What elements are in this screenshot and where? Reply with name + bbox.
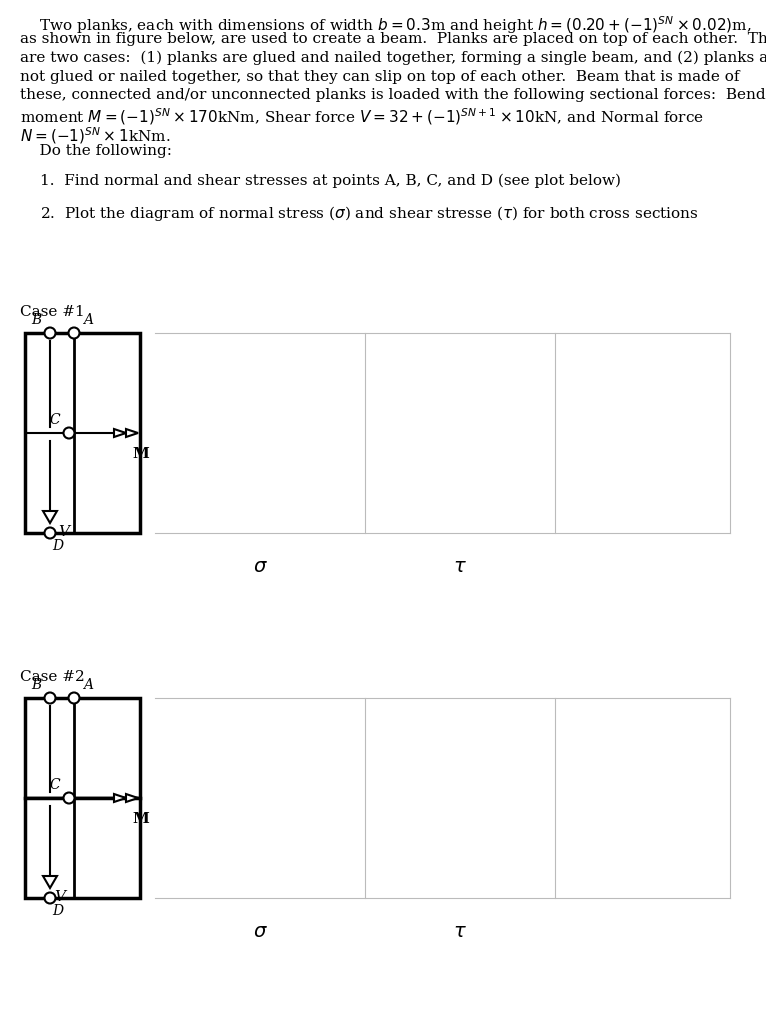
Polygon shape	[126, 794, 138, 802]
Polygon shape	[43, 511, 57, 523]
Circle shape	[44, 328, 55, 339]
Text: V: V	[58, 525, 69, 539]
Text: moment $M = (-1)^{SN} \times 170$kNm, Shear force $V = 32 + (-1)^{SN+1} \times 1: moment $M = (-1)^{SN} \times 170$kNm, Sh…	[20, 106, 704, 127]
Circle shape	[64, 793, 74, 804]
Circle shape	[44, 893, 55, 903]
Text: M: M	[132, 812, 149, 826]
Text: as shown in figure below, are used to create a beam.  Planks are placed on top o: as shown in figure below, are used to cr…	[20, 33, 766, 46]
Text: $\sigma$: $\sigma$	[253, 923, 267, 941]
Circle shape	[64, 427, 74, 438]
Circle shape	[68, 328, 80, 339]
Text: $\tau$: $\tau$	[453, 923, 467, 941]
Text: Two planks, each with dimensions of width $b = 0.3$m and height $h = (0.20 + (-1: Two planks, each with dimensions of widt…	[20, 14, 751, 36]
Polygon shape	[126, 429, 138, 437]
Text: M: M	[132, 447, 149, 461]
Text: $\tau$: $\tau$	[453, 558, 467, 575]
Text: D: D	[52, 904, 64, 918]
Text: D: D	[52, 539, 64, 553]
Text: 2.  Plot the diagram of normal stress ($\sigma$) and shear stresse ($\tau$) for : 2. Plot the diagram of normal stress ($\…	[40, 204, 699, 223]
Text: these, connected and/or unconnected planks is loaded with the following sectiona: these, connected and/or unconnected plan…	[20, 88, 766, 102]
Text: V: V	[54, 890, 65, 904]
Polygon shape	[114, 429, 126, 437]
Circle shape	[44, 692, 55, 703]
Text: B: B	[31, 313, 41, 327]
Circle shape	[68, 692, 80, 703]
Text: Case #1: Case #1	[20, 305, 85, 319]
Text: are two cases:  (1) planks are glued and nailed together, forming a single beam,: are two cases: (1) planks are glued and …	[20, 51, 766, 66]
Text: A: A	[83, 678, 93, 692]
Text: A: A	[83, 313, 93, 327]
Bar	[25, 798, 140, 898]
Text: Do the following:: Do the following:	[20, 143, 172, 158]
Circle shape	[44, 527, 55, 539]
Bar	[25, 698, 140, 798]
Text: 1.  Find normal and shear stresses at points A, B, C, and D (see plot below): 1. Find normal and shear stresses at poi…	[40, 174, 621, 188]
Text: $\sigma$: $\sigma$	[253, 558, 267, 575]
Polygon shape	[114, 794, 126, 802]
Text: $N = (-1)^{SN} \times 1$kNm.: $N = (-1)^{SN} \times 1$kNm.	[20, 125, 171, 145]
Text: Case #2: Case #2	[20, 670, 85, 684]
Bar	[25, 333, 140, 534]
Polygon shape	[43, 876, 57, 888]
Text: C: C	[50, 413, 61, 427]
Text: not glued or nailed together, so that they can slip on top of each other.  Beam : not glued or nailed together, so that th…	[20, 70, 739, 84]
Text: B: B	[31, 678, 41, 692]
Text: C: C	[50, 778, 61, 792]
